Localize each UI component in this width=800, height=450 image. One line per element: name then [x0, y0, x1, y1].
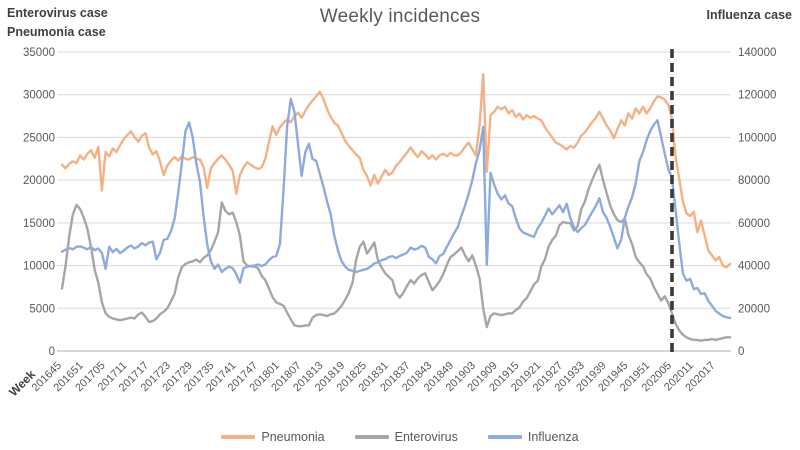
left-axis-title-line1: Enterovirus case — [7, 6, 108, 20]
legend-label-influenza: Influenza — [527, 430, 579, 444]
legend: Pneumonia Enterovirus Influenza — [0, 430, 800, 444]
influenza-line-swatch — [487, 435, 522, 439]
svg-text:20000: 20000 — [23, 175, 55, 187]
svg-text:120000: 120000 — [738, 90, 776, 102]
legend-label-pneumonia: Pneumonia — [261, 430, 325, 444]
legend-item-influenza: Influenza — [487, 430, 579, 444]
svg-text:10000: 10000 — [23, 261, 55, 273]
svg-text:35000: 35000 — [23, 47, 55, 59]
svg-text:5000: 5000 — [29, 303, 55, 315]
svg-text:0: 0 — [49, 346, 55, 358]
svg-text:30000: 30000 — [23, 90, 55, 102]
svg-text:80000: 80000 — [738, 175, 770, 187]
pneumonia-line-swatch — [221, 435, 256, 439]
enterovirus-line-swatch — [354, 435, 389, 439]
svg-text:100000: 100000 — [738, 132, 776, 144]
legend-label-enterovirus: Enterovirus — [394, 430, 458, 444]
svg-text:40000: 40000 — [738, 261, 770, 273]
svg-text:20000: 20000 — [738, 303, 770, 315]
svg-text:60000: 60000 — [738, 218, 770, 230]
right-axis-title: Influenza case — [706, 8, 792, 22]
chart-title: Weekly incidences — [319, 6, 481, 27]
left-axis-title-line2: Pneumonia case — [7, 25, 106, 39]
legend-item-enterovirus: Enterovirus — [354, 430, 458, 444]
legend-item-pneumonia: Pneumonia — [221, 430, 325, 444]
left-axis-title: Enterovirus case Pneumonia case — [7, 4, 108, 42]
svg-text:140000: 140000 — [738, 47, 776, 59]
svg-text:25000: 25000 — [23, 132, 55, 144]
svg-text:15000: 15000 — [23, 218, 55, 230]
svg-text:0: 0 — [738, 346, 744, 358]
